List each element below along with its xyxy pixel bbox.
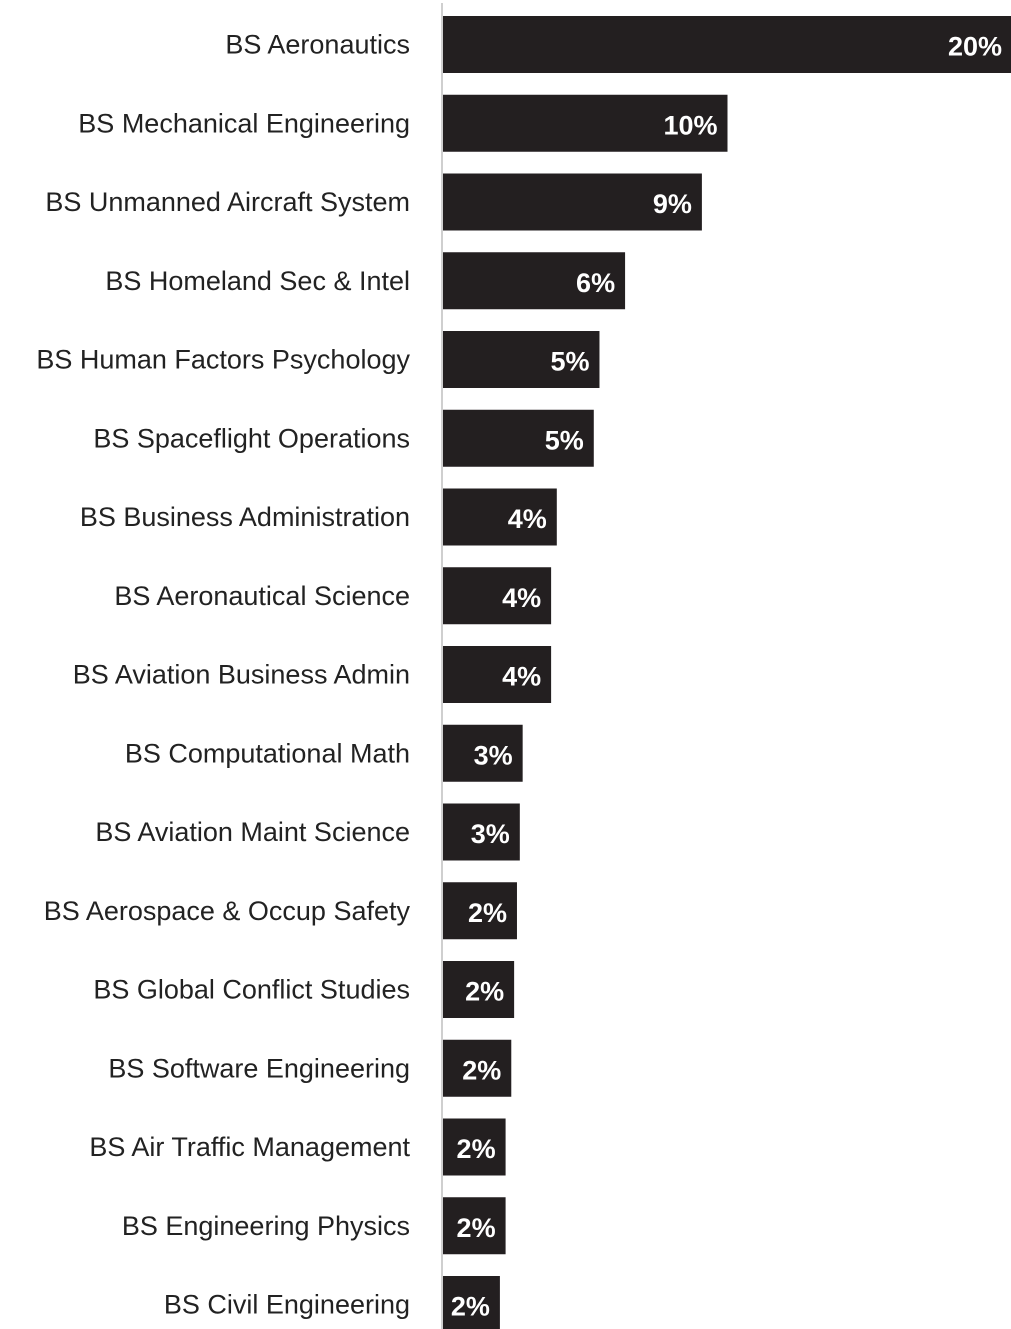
category-label: BS Air Traffic Management bbox=[89, 1132, 410, 1162]
category-label: BS Aeronautical Science bbox=[114, 581, 410, 611]
category-label: BS Civil Engineering bbox=[164, 1290, 410, 1320]
bar bbox=[443, 16, 1011, 73]
category-label: BS Aviation Business Admin bbox=[73, 660, 410, 690]
data-label: 2% bbox=[451, 1292, 490, 1322]
category-label: BS Software Engineering bbox=[108, 1053, 410, 1083]
category-label: BS Business Administration bbox=[80, 502, 410, 532]
category-label: BS Spaceflight Operations bbox=[93, 423, 410, 453]
category-label: BS Mechanical Engineering bbox=[78, 108, 410, 138]
category-label: BS Computational Math bbox=[125, 738, 410, 768]
bar bbox=[443, 567, 552, 625]
data-label: 4% bbox=[502, 662, 541, 692]
bar bbox=[443, 1197, 506, 1255]
data-label: 6% bbox=[576, 268, 615, 298]
data-label: 2% bbox=[465, 977, 504, 1007]
category-label: BS Global Conflict Studies bbox=[93, 975, 410, 1005]
category-label: BS Engineering Physics bbox=[122, 1211, 410, 1241]
bar bbox=[443, 803, 520, 861]
category-label: BS Aerospace & Occup Safety bbox=[44, 896, 411, 926]
data-label: 2% bbox=[462, 1055, 501, 1085]
data-label: 10% bbox=[663, 110, 717, 140]
data-label: 5% bbox=[545, 425, 584, 455]
data-label: 4% bbox=[502, 583, 541, 613]
bar bbox=[443, 94, 728, 152]
bar bbox=[443, 409, 594, 467]
bar bbox=[443, 252, 626, 310]
category-label: BS Aeronautics bbox=[225, 30, 410, 60]
data-label: 20% bbox=[948, 32, 1002, 62]
data-label: 2% bbox=[457, 1213, 496, 1243]
data-label: 3% bbox=[471, 819, 510, 849]
bar bbox=[443, 882, 517, 940]
category-label: BS Homeland Sec & Intel bbox=[105, 266, 410, 296]
data-label: 5% bbox=[550, 347, 589, 377]
bar bbox=[443, 1039, 512, 1097]
bar bbox=[443, 724, 523, 782]
bar bbox=[443, 331, 600, 388]
bar bbox=[443, 1276, 500, 1329]
bar bbox=[443, 1118, 506, 1176]
data-label: 3% bbox=[474, 740, 513, 770]
data-label: 2% bbox=[457, 1134, 496, 1164]
bar bbox=[443, 173, 702, 231]
category-label: BS Unmanned Aircraft System bbox=[45, 187, 410, 217]
data-label: 2% bbox=[468, 898, 507, 928]
category-label: BS Aviation Maint Science bbox=[95, 817, 410, 847]
bar bbox=[443, 488, 557, 546]
bar bbox=[443, 961, 515, 1018]
category-label: BS Human Factors Psychology bbox=[36, 345, 410, 375]
bar bbox=[443, 646, 552, 703]
data-label: 9% bbox=[653, 189, 692, 219]
data-label: 4% bbox=[508, 504, 547, 534]
